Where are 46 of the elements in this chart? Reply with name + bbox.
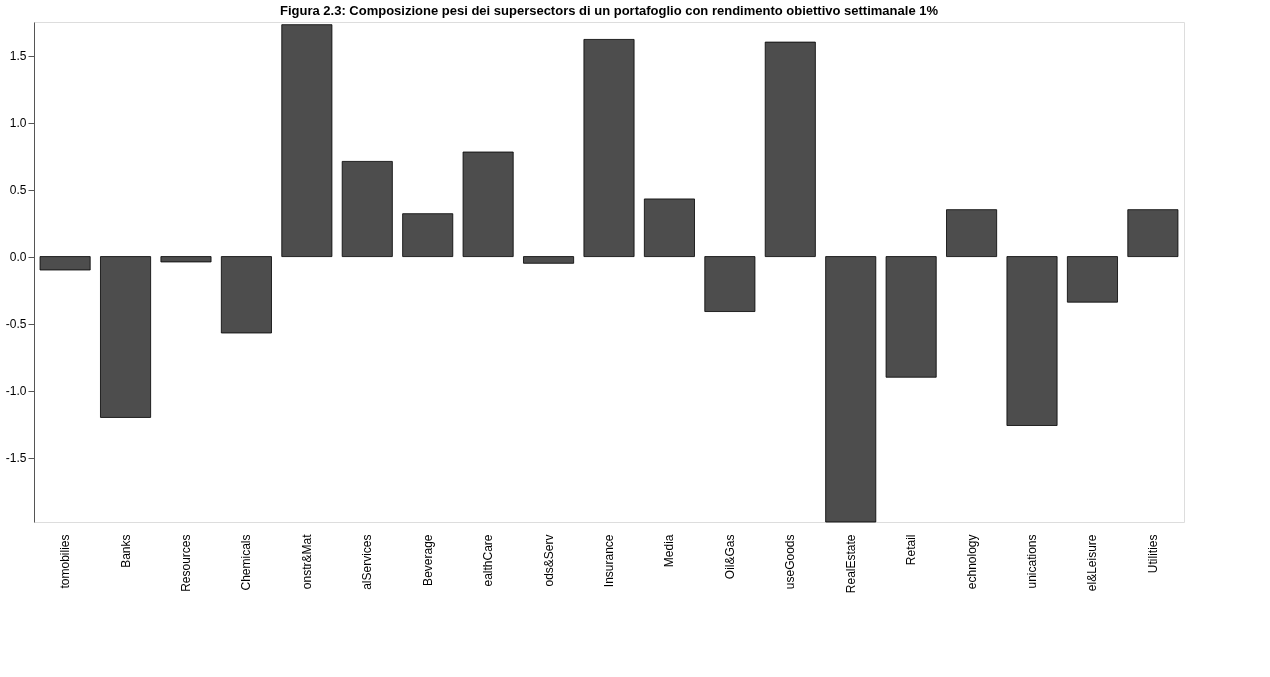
- bar: [764, 41, 816, 257]
- x-tick-label: ods&Serv: [541, 534, 556, 587]
- x-tick-label: alServices: [360, 534, 375, 590]
- x-tick-label: Oil&Gas: [722, 534, 737, 580]
- x-tick-label: Retail: [904, 534, 919, 566]
- x-tick-label: Utilities: [1145, 534, 1160, 574]
- x-tick-label: useGoods: [783, 534, 798, 590]
- x-tick-label: Media: [662, 534, 677, 568]
- bar: [946, 209, 998, 257]
- x-tick-label: ealthCare: [481, 534, 496, 587]
- y-tick-label: 0.5: [9, 183, 27, 198]
- bar: [1066, 256, 1118, 303]
- bar: [1006, 256, 1058, 426]
- x-tick-label: Resources: [178, 534, 193, 592]
- bar: [583, 39, 635, 257]
- bar: [523, 256, 575, 264]
- x-tick-label: Insurance: [602, 534, 616, 588]
- chart-title: Figura 2.3: Composizione pesi dei supersectors di un portafoglio con rendimento obiettivo settimanale 1%: [279, 3, 939, 18]
- x-tick-label: Chemicals: [239, 534, 254, 591]
- y-tick-label: -1.0: [5, 384, 27, 399]
- x-tick-label: Beverage: [420, 534, 435, 586]
- x-tick-label: onstr&Mat: [299, 533, 314, 590]
- x-tick-label: echnology: [964, 534, 979, 590]
- y-tick-label: 0.0: [9, 250, 27, 265]
- bar: [704, 256, 756, 312]
- bar: [100, 256, 152, 418]
- y-tick-label: 1.0: [9, 116, 27, 131]
- bar: [281, 24, 333, 257]
- bar: [643, 198, 695, 257]
- y-tick-label: 1.5: [9, 49, 27, 64]
- bar: [160, 256, 212, 263]
- bar: [825, 256, 877, 523]
- x-tick-label: RealEstate: [843, 534, 858, 594]
- bar: [220, 256, 272, 334]
- y-tick-label: -1.5: [5, 451, 27, 466]
- y-tick-label: -0.5: [5, 317, 27, 332]
- bar: [402, 213, 454, 257]
- x-tick-label: Banks: [118, 534, 133, 568]
- bar: [39, 256, 91, 271]
- bar: [885, 256, 937, 378]
- bar: [1127, 209, 1179, 257]
- bar: [341, 161, 393, 257]
- x-tick-label: unications: [1025, 534, 1040, 589]
- x-tick-label: el&Leisure: [1085, 534, 1100, 592]
- x-tick-label: tomobilies: [58, 534, 73, 589]
- bar: [462, 151, 514, 257]
